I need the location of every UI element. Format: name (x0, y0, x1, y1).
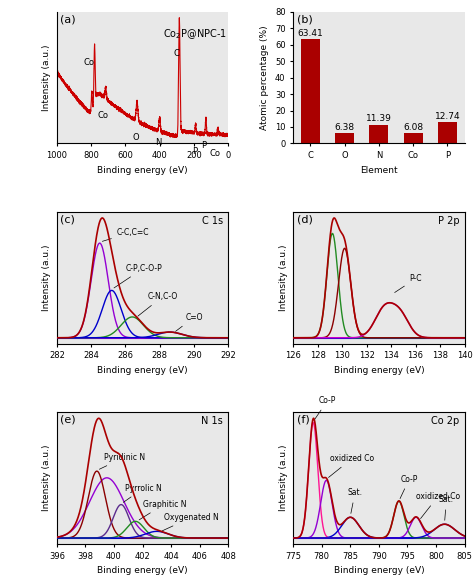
Bar (404, 133, 422, 143)
Text: (e): (e) (60, 415, 76, 425)
Text: 63.41: 63.41 (298, 29, 323, 37)
Text: C 1s: C 1s (202, 216, 223, 226)
Bar (301, 39, 320, 143)
X-axis label: Binding energy (eV): Binding energy (eV) (97, 166, 188, 175)
Bar (335, 133, 354, 143)
X-axis label: Binding energy (eV): Binding energy (eV) (334, 566, 424, 575)
Text: 11.39: 11.39 (366, 115, 392, 123)
Text: oxidized Co: oxidized Co (416, 492, 460, 518)
Y-axis label: Atomic percentage (%): Atomic percentage (%) (260, 25, 269, 130)
Text: N: N (155, 137, 161, 147)
Y-axis label: Intensity (a.u.): Intensity (a.u.) (42, 245, 51, 311)
Text: 6.38: 6.38 (335, 123, 355, 132)
Text: P: P (191, 147, 197, 156)
Text: C: C (174, 49, 180, 57)
Text: 12.74: 12.74 (435, 112, 460, 121)
Text: C-N,C-O: C-N,C-O (138, 292, 178, 316)
Text: P-C: P-C (395, 274, 422, 292)
Text: 6.08: 6.08 (403, 123, 423, 132)
X-axis label: Binding energy (eV): Binding energy (eV) (334, 366, 424, 375)
Text: Co: Co (210, 149, 220, 158)
Text: oxidized Co: oxidized Co (328, 454, 374, 477)
X-axis label: Element: Element (360, 166, 398, 175)
Text: (f): (f) (297, 415, 310, 425)
Y-axis label: Intensity (a.u.): Intensity (a.u.) (279, 245, 288, 311)
Text: Co: Co (98, 111, 109, 120)
Text: C-P,C-O-P: C-P,C-O-P (114, 263, 162, 288)
Text: P: P (201, 141, 206, 150)
Text: P 2p: P 2p (438, 216, 459, 226)
Text: Graphitic N: Graphitic N (139, 500, 186, 520)
Y-axis label: Intensity (a.u.): Intensity (a.u.) (42, 44, 51, 111)
Text: Pyrrolic N: Pyrrolic N (123, 484, 162, 503)
Text: P-Co: P-Co (0, 584, 1, 585)
Text: Co: Co (84, 58, 95, 67)
Text: C-C,C=C: C-C,C=C (102, 228, 149, 242)
Text: Co-P: Co-P (315, 396, 337, 419)
Text: N 1s: N 1s (201, 417, 223, 426)
Text: (a): (a) (60, 15, 76, 25)
X-axis label: Binding energy (eV): Binding energy (eV) (97, 366, 188, 375)
Text: O: O (132, 133, 139, 142)
Bar (369, 125, 388, 143)
Text: (d): (d) (297, 215, 312, 225)
Text: Sat.: Sat. (439, 495, 454, 520)
Text: Oxygenated N: Oxygenated N (162, 513, 219, 531)
Y-axis label: Intensity (a.u.): Intensity (a.u.) (42, 445, 51, 511)
Text: Sat.: Sat. (347, 488, 363, 514)
Y-axis label: Intensity (a.u.): Intensity (a.u.) (279, 445, 288, 511)
Text: Co$_2$P@NPC-1: Co$_2$P@NPC-1 (163, 27, 227, 42)
Text: (b): (b) (297, 15, 312, 25)
Bar (438, 122, 457, 143)
Text: Co-P: Co-P (400, 474, 418, 498)
X-axis label: Binding energy (eV): Binding energy (eV) (97, 566, 188, 575)
Text: (c): (c) (60, 215, 75, 225)
Text: C=O: C=O (175, 313, 203, 331)
Text: Co 2p: Co 2p (431, 417, 459, 426)
Text: Pyridinic N: Pyridinic N (100, 453, 145, 469)
